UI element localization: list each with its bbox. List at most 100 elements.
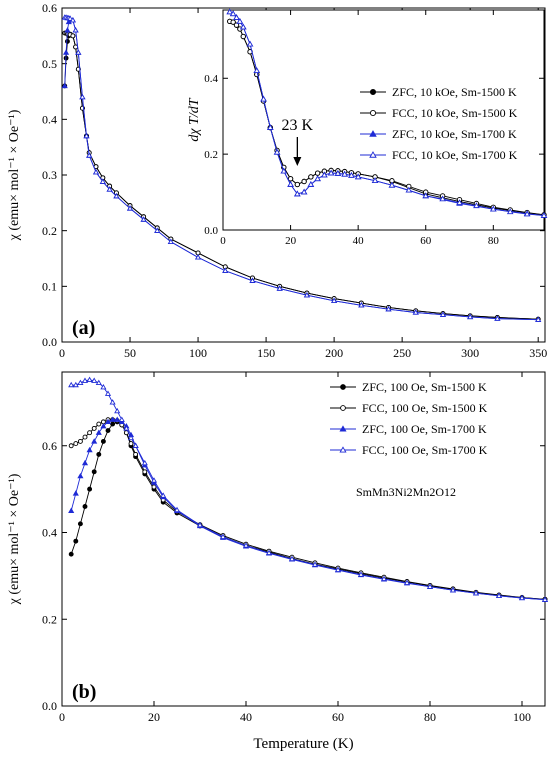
- panel-b-series-0-point-2: [77, 521, 83, 527]
- panel-a-series-2-point-0: [61, 82, 68, 89]
- panel-b-series-3-point-29: [426, 583, 434, 589]
- panel-a-series-3-point-23: [303, 292, 310, 298]
- panel-a-series-1-point-6: [73, 44, 79, 50]
- panel-b-legend-marker-0-point-0: [340, 384, 346, 390]
- inset-xtick-label-0: 0: [220, 235, 226, 247]
- panel-b-series-3-point-8: [104, 390, 112, 396]
- panel-b-panel-label: (b): [72, 681, 96, 703]
- inset-series-3-point-21: [354, 173, 362, 180]
- panel-b-series-1-point-6: [96, 421, 102, 427]
- inset-series-3-point-0: [226, 8, 234, 15]
- panel-b-legend-entry-3: FCC, 100 Oe, Sm-1700 K: [362, 443, 488, 457]
- inset-plot-frame: [222, 9, 545, 231]
- panel-a-panel-label: (a): [72, 317, 95, 339]
- panel-b-ylabel: χ (emu× mol⁻¹ × Oe⁻¹): [7, 473, 22, 605]
- panel-b-legend-entry-0: ZFC, 100 Oe, Sm-1500 K: [362, 380, 487, 394]
- panel-b-series-2-point-4: [86, 446, 93, 453]
- panel-a-xtick-label-7: 350: [529, 346, 547, 360]
- inset-series-3-point-10: [280, 167, 288, 174]
- panel-a-xtick-label-6: 300: [461, 346, 479, 360]
- panel-b-xtick-label-3: 60: [332, 710, 344, 724]
- panel-b-legend-marker-1-point-0: [340, 405, 346, 411]
- panel-a-series-3-point-27: [412, 309, 419, 315]
- panel-b-series-3-point-14: [132, 442, 139, 448]
- panel-a-series-3-point-11: [92, 169, 100, 175]
- panel-a-series-3-point-25: [358, 302, 365, 308]
- inset-series-1-point-1: [230, 19, 236, 25]
- panel-a-ytick-label-4: 0.4: [42, 113, 57, 127]
- panel-b-legend-marker-2-point-0: [339, 425, 347, 432]
- panel-a-series-3-point-5: [69, 17, 76, 23]
- panel-b-series-3-point-15: [141, 459, 148, 466]
- panel-b-series-0-point-1: [73, 538, 79, 544]
- panel-b-series-1-point-14: [133, 451, 139, 457]
- inset-ytick-label-1: 0.2: [204, 149, 218, 161]
- panel-a-ylabel: χ (emu× mol⁻¹ × Oe⁻¹): [7, 109, 22, 241]
- inset-series-3-point-9: [273, 148, 281, 155]
- panel-b-series-2-point-6: [95, 429, 102, 435]
- panel-b-ytick-label-3: 0.6: [42, 439, 57, 453]
- panel-b-series-1-point-0: [68, 443, 74, 449]
- inset-series-3-point-12: [294, 190, 301, 197]
- panel-b-series-3-point-34: [541, 596, 549, 602]
- panel-b-series-3-point-30: [449, 586, 457, 593]
- inset-legend-entry-2: ZFC, 10 kOe, Sm-1700 K: [392, 127, 517, 141]
- inset-series-3-point-25: [422, 192, 430, 199]
- panel-a-series-3-point-31: [535, 316, 542, 322]
- panel-b-series-2-point-1: [72, 490, 79, 496]
- panel-b-series-3-point-3: [81, 377, 89, 383]
- panel-b-ytick-label-2: 0.4: [42, 526, 57, 540]
- panel-b-series-2-point-7: [100, 423, 107, 429]
- panel-a-xtick-label-5: 250: [393, 346, 411, 360]
- inset-legend-marker-2-point-0: [369, 130, 377, 137]
- panel-b-series-1-point-15: [142, 469, 148, 475]
- inset-series-3-point-4: [239, 23, 247, 30]
- inset-xtick-label-2: 40: [353, 235, 365, 247]
- panel-b-series-3-point-23: [288, 555, 296, 562]
- inset-series-1-point-12: [294, 181, 300, 188]
- inset-series-3-point-31: [523, 210, 531, 217]
- inset-series-3-point-3: [236, 17, 244, 24]
- inset-legend-marker-3-point-0: [369, 151, 377, 158]
- inset-ytick-label-2: 0.4: [204, 73, 218, 85]
- panel-a-series-3-point-4: [67, 15, 74, 21]
- inset-series-3-point-19: [341, 170, 348, 177]
- inset-series-3-point-28: [473, 202, 480, 209]
- panel-a-ytick-label-1: 0.1: [42, 280, 57, 294]
- panel-b-series-2-point-8: [104, 418, 112, 425]
- inset-series-3-point-8: [266, 124, 274, 130]
- panel-b-xtick-label-0: 0: [59, 710, 65, 724]
- panel-b-series-0-point-4: [87, 486, 93, 492]
- panel-a-series-2-point-1: [63, 49, 70, 55]
- panel-b-series-3-point-24: [311, 561, 319, 567]
- panel-b-series-3-point-12: [123, 425, 130, 431]
- inset-series-3-point-22: [371, 177, 379, 184]
- panel-a-series-1-point-5: [70, 33, 76, 39]
- inset-series-3-point-18: [334, 170, 342, 176]
- inset-legend-marker-0-point-0: [369, 88, 377, 96]
- panel-b-series-0-point-7: [100, 438, 106, 444]
- panel-a-series-3-point-26: [385, 305, 392, 312]
- panel-b-series-0-point-3: [82, 504, 88, 509]
- panel-b-xtick-label-5: 100: [513, 710, 531, 724]
- inset-series-3-point-24: [405, 186, 413, 193]
- panel-a-series-3-point-6: [72, 27, 79, 33]
- panel-b-series-3-point-20: [219, 533, 227, 540]
- inset-series-3: [226, 8, 548, 218]
- inset-annotation-23k: 23 K: [282, 117, 314, 134]
- panel-b-series-3-point-11: [118, 416, 125, 422]
- panel-b-series-2-point-10: [114, 416, 121, 422]
- panel-b-series-3-point-13: [127, 434, 135, 441]
- panel-a-xtick-label-4: 200: [325, 346, 343, 360]
- panel-b-series-3-point-16: [150, 477, 158, 483]
- panel-b-ytick-label-0: 0.0: [42, 699, 57, 713]
- panel-b-series-3-point-10: [114, 407, 121, 414]
- panel-a-series-3-point-28: [439, 311, 447, 317]
- panel-b-series-0-point-0: [68, 551, 74, 557]
- panel-b-series-3-point-33: [518, 594, 526, 601]
- panel-a-xtick-label-0: 0: [59, 346, 65, 360]
- inset-series-3-point-11: [287, 181, 294, 187]
- panel-b-legend-entry-2: ZFC, 100 Oe, Sm-1700 K: [362, 422, 487, 436]
- panel-b-series-0-point-8: [105, 428, 111, 434]
- inset-series-1-point-11: [287, 176, 294, 182]
